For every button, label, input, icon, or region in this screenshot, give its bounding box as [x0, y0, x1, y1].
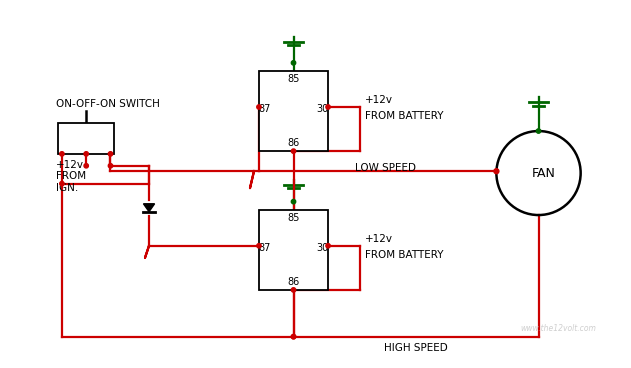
Circle shape	[60, 152, 64, 156]
Circle shape	[292, 61, 296, 65]
Text: HIGH SPEED: HIGH SPEED	[384, 343, 448, 353]
Circle shape	[109, 164, 113, 168]
Text: 85: 85	[287, 74, 300, 84]
Circle shape	[292, 288, 296, 292]
Text: 87: 87	[259, 243, 271, 253]
Circle shape	[257, 244, 261, 248]
Circle shape	[257, 105, 261, 109]
Circle shape	[326, 105, 330, 109]
Bar	[58, 123, 114, 154]
Text: www.the12volt.com: www.the12volt.com	[521, 324, 596, 333]
Circle shape	[536, 129, 541, 133]
Circle shape	[84, 152, 88, 156]
Circle shape	[292, 199, 296, 204]
Circle shape	[84, 164, 88, 168]
Text: 86: 86	[287, 138, 300, 148]
Bar	[259, 71, 328, 151]
Text: FAN: FAN	[531, 167, 555, 180]
Text: +12v: +12v	[365, 234, 393, 244]
Circle shape	[292, 149, 296, 153]
Text: +12v: +12v	[365, 95, 393, 105]
Text: 30: 30	[316, 104, 328, 114]
Circle shape	[494, 169, 499, 174]
Text: FROM BATTERY: FROM BATTERY	[365, 250, 444, 260]
Circle shape	[292, 335, 296, 339]
Bar	[259, 209, 328, 290]
Text: LOW SPEED: LOW SPEED	[355, 163, 416, 173]
Text: 30: 30	[316, 243, 328, 253]
Circle shape	[292, 335, 296, 339]
Circle shape	[109, 152, 113, 156]
Circle shape	[60, 181, 64, 186]
Text: +12v
FROM
IGN.: +12v FROM IGN.	[56, 160, 86, 193]
Text: 86: 86	[287, 277, 300, 287]
Text: 87: 87	[259, 104, 271, 114]
Circle shape	[326, 244, 330, 248]
Text: FROM BATTERY: FROM BATTERY	[365, 111, 444, 121]
Text: ON-OFF-ON SWITCH: ON-OFF-ON SWITCH	[56, 99, 160, 109]
Text: 85: 85	[287, 212, 300, 223]
Polygon shape	[143, 204, 155, 212]
